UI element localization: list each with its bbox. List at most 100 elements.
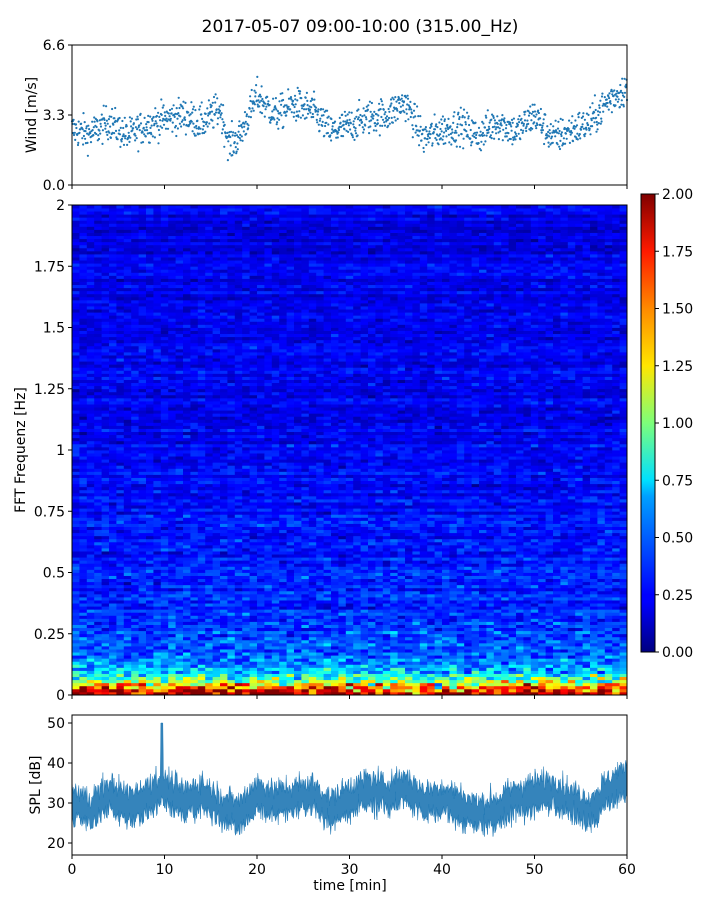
spectrogram-cell <box>338 557 347 561</box>
spectrogram-cell <box>590 682 598 687</box>
spectrogram-cell <box>390 560 398 564</box>
spectrogram-cell <box>308 563 317 567</box>
spectrogram-cell <box>530 554 539 558</box>
spectrogram-cell <box>456 597 465 601</box>
spectrogram-cell <box>323 649 332 653</box>
spectrogram-cell <box>412 670 421 674</box>
spectrogram-cell <box>345 551 354 555</box>
spectrogram-cell <box>227 649 236 653</box>
wind-point <box>554 129 558 132</box>
spectrogram-cell <box>308 557 317 561</box>
spectrogram-cell <box>464 578 472 583</box>
spectrogram-cell <box>449 630 458 635</box>
spectrogram-cell <box>242 612 250 616</box>
spectrogram-cell <box>294 615 302 619</box>
spectrogram-cell <box>212 627 221 632</box>
spectrogram-cell <box>486 593 495 598</box>
wind-point <box>573 127 576 130</box>
spectrogram-cell <box>271 563 280 567</box>
spectrogram-cell <box>619 563 628 567</box>
wind-point <box>177 96 180 99</box>
spectrogram-cell <box>153 612 162 616</box>
spectrogram-cell <box>612 633 620 638</box>
spectrogram-cell <box>234 578 243 583</box>
spectrogram-cell <box>160 655 169 659</box>
spectrogram-cell <box>456 609 465 613</box>
spectrogram-cell <box>264 685 273 690</box>
spectrogram-cell <box>419 664 428 668</box>
spectrogram-cell <box>575 649 583 653</box>
spectrogram-cell <box>553 642 561 647</box>
spectrogram-cell <box>516 612 524 616</box>
spectrogram-cell <box>382 658 391 662</box>
spectrogram-cell <box>323 685 332 690</box>
spectrogram-cell <box>94 652 102 656</box>
wind-point <box>134 139 137 142</box>
wind-point <box>437 143 440 146</box>
spectrogram-cell <box>382 652 391 656</box>
spectrogram-cell <box>419 569 428 573</box>
spectrogram-cell <box>316 603 324 607</box>
wind-point <box>253 89 256 92</box>
spectrogram-cell <box>405 627 413 632</box>
spectrogram-cell <box>220 639 228 644</box>
wind-point <box>548 132 552 135</box>
wind-point <box>226 159 229 162</box>
spectrogram-cell <box>427 600 435 604</box>
wind-point <box>408 106 412 109</box>
wind-point <box>471 140 474 143</box>
spectrogram-cell <box>227 597 236 601</box>
spectrogram-cell <box>175 603 184 607</box>
wind-point <box>329 134 332 137</box>
spectrogram-cell <box>220 606 228 610</box>
spectrogram-cell <box>101 593 110 598</box>
spectrogram-cell <box>123 593 132 598</box>
spectrogram-cell <box>212 670 221 674</box>
wind-point <box>280 114 283 117</box>
spectrogram-cell <box>590 554 598 558</box>
wind-point <box>388 110 391 113</box>
spectrogram-cell <box>464 563 472 567</box>
spectrogram-cell <box>138 590 147 595</box>
spectrogram-cell <box>545 554 554 558</box>
spectrogram-cell <box>190 676 199 681</box>
spectrogram-cell <box>456 649 465 653</box>
spectrogram-cell <box>279 560 287 564</box>
spectrogram-cell <box>308 618 317 622</box>
spectrogram-cell <box>390 646 398 650</box>
spectrogram-cell <box>79 667 88 671</box>
wind-point <box>89 141 93 144</box>
spectrogram-cell <box>560 609 569 613</box>
spectrogram-cell <box>545 584 554 589</box>
spectrogram-cell <box>368 633 376 638</box>
spectrogram-cell <box>360 664 369 668</box>
spectrogram-cell <box>545 661 554 665</box>
spectrogram-cell <box>538 569 546 573</box>
spectrogram-cell <box>516 606 524 610</box>
wind-point <box>345 129 348 132</box>
spectrogram-cell <box>405 664 413 668</box>
spectrogram-cell <box>619 673 628 678</box>
spectrogram-cell <box>153 639 162 644</box>
spectrogram-cell <box>79 649 88 653</box>
wind-point <box>176 127 179 130</box>
spectrogram-cell <box>72 612 80 616</box>
spectrogram-cell <box>249 612 258 616</box>
spectrogram-cell <box>301 566 310 570</box>
wind-point <box>354 129 357 132</box>
wind-point <box>541 126 544 129</box>
spectrogram-cell <box>464 557 472 561</box>
spectrogram-cell <box>146 685 154 690</box>
spectrogram-cell <box>175 676 184 681</box>
wind-point <box>504 127 508 130</box>
spectrogram-cell <box>456 642 465 647</box>
spectrogram-cell <box>375 587 384 592</box>
spectrogram-cell <box>212 603 221 607</box>
spectrogram-cell <box>146 557 154 561</box>
spectrogram-cell <box>567 618 576 622</box>
spectrogram-cell <box>419 557 428 561</box>
wind-point <box>169 119 172 122</box>
spectrogram-cell <box>197 664 206 668</box>
spectrogram-cell <box>279 557 287 561</box>
spectrogram-cell <box>338 600 347 604</box>
